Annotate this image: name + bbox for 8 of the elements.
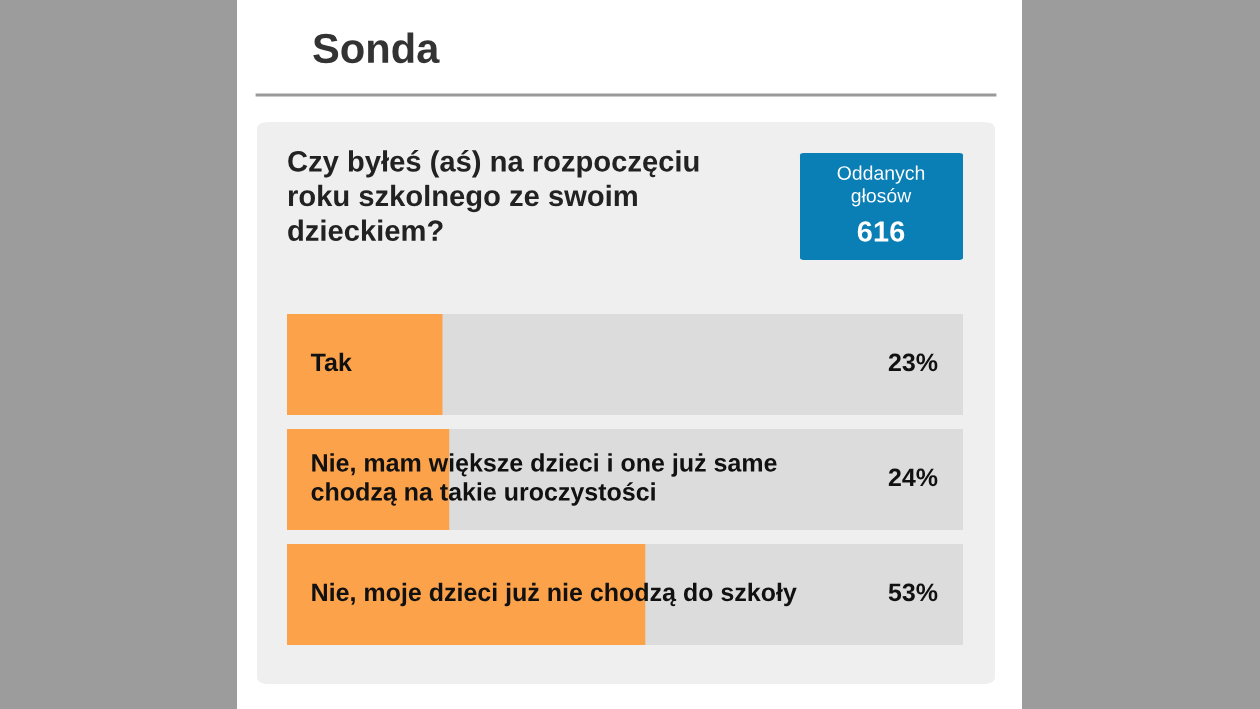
text: 616 <box>857 221 905 242</box>
data-label: 53% <box>888 583 938 602</box>
chart-subtitle: Czy byłeś (aś) na rozpoczęciu roku szkolnego ze swoim dzieckiem? <box>288 150 699 241</box>
chart-title: Sonda <box>313 32 440 64</box>
data-label: 24% <box>888 468 938 487</box>
data-label: 23% <box>888 353 938 372</box>
text: Oddanych głosów <box>837 165 925 207</box>
y-tick-label: Tak <box>310 352 352 372</box>
